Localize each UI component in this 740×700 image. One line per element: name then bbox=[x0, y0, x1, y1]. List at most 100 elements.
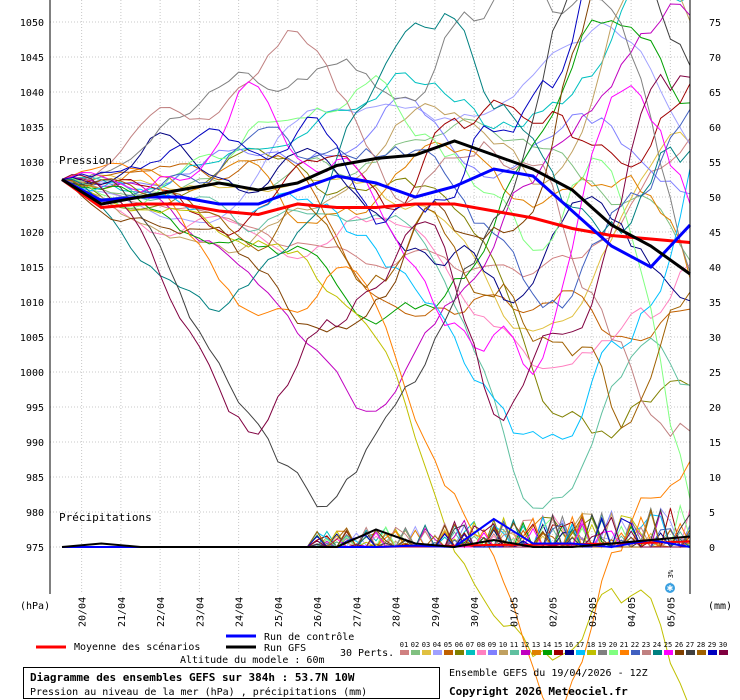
legend-perts-label: 30 Perts. bbox=[340, 648, 394, 659]
y-tick-label: 1045 bbox=[20, 53, 44, 64]
y2-tick-label: 40 bbox=[709, 263, 721, 274]
pert-number-09: 09 bbox=[488, 641, 496, 649]
pert-number-21: 21 bbox=[620, 641, 628, 649]
pert-swatch-04 bbox=[433, 650, 442, 655]
x-tick-label: 23/04 bbox=[195, 597, 206, 627]
pert-number-03: 03 bbox=[422, 641, 430, 649]
legend-mean-label: Moyenne des scénarios bbox=[74, 641, 200, 653]
model-altitude: Altitude du modele : 60m bbox=[180, 655, 325, 666]
pert-number-30: 30 bbox=[719, 641, 727, 649]
pert-number-11: 11 bbox=[510, 641, 518, 649]
pert-swatch-03 bbox=[422, 650, 431, 655]
pert-number-25: 25 bbox=[664, 641, 672, 649]
legend: Moyenne des scénarios Run de contrôle Ru… bbox=[36, 631, 728, 666]
x-tick-label: 24/04 bbox=[235, 597, 246, 627]
y2-tick-label: 5 bbox=[709, 508, 715, 519]
pert-swatch-13 bbox=[532, 650, 541, 655]
pert-swatch-24 bbox=[653, 650, 662, 655]
pert-swatch-27 bbox=[686, 650, 695, 655]
pert-swatch-21 bbox=[620, 650, 629, 655]
pert-legend-swatches: 01 02 03 04 05 06 07 08 09 10 11 12 13 14 15 16 17 18 19 20… bbox=[400, 641, 728, 655]
y2-tick-label: 15 bbox=[709, 438, 721, 449]
pert-number-18: 18 bbox=[587, 641, 595, 649]
pert-swatch-16 bbox=[565, 650, 574, 655]
pert-pressure-line-26 bbox=[61, 0, 591, 333]
pert-swatch-11 bbox=[510, 650, 519, 655]
pert-pressure-line-25 bbox=[61, 81, 691, 376]
x-tick-label: 05/05 bbox=[666, 597, 677, 627]
y-tick-label: 1020 bbox=[20, 228, 44, 239]
y-tick-label: 1025 bbox=[20, 193, 44, 204]
pert-pressure-line-14 bbox=[61, 19, 691, 325]
pert-number-20: 20 bbox=[609, 641, 617, 649]
pert-pressure-line-24 bbox=[61, 12, 691, 313]
x-tick-label: 28/04 bbox=[392, 597, 403, 627]
pert-swatch-19 bbox=[598, 650, 607, 655]
pert-number-10: 10 bbox=[499, 641, 507, 649]
x-tick-label: 22/04 bbox=[156, 597, 167, 627]
y2-tick-label: 10 bbox=[709, 473, 721, 484]
y-tick-label: 1005 bbox=[20, 333, 44, 344]
y-tick-label: 1000 bbox=[20, 368, 44, 379]
pert-swatch-06 bbox=[455, 650, 464, 655]
pert-number-08: 08 bbox=[477, 641, 485, 649]
y-tick-label: 1040 bbox=[20, 88, 44, 99]
pert-pressure-line-20 bbox=[61, 74, 691, 500]
y-tick-label: 990 bbox=[26, 438, 44, 449]
pert-pressure-line-15 bbox=[61, 83, 691, 236]
series-pressure-moyenne-des-sc-narios bbox=[61, 178, 691, 244]
pert-swatch-09 bbox=[488, 650, 497, 655]
pert-number-29: 29 bbox=[708, 641, 716, 649]
pert-swatch-14 bbox=[543, 650, 552, 655]
right-axis-unit: (mm) bbox=[708, 601, 732, 612]
pert-swatch-08 bbox=[477, 650, 486, 655]
y-tick-label: 1050 bbox=[20, 18, 44, 29]
pert-number-04: 04 bbox=[433, 641, 441, 649]
precip-label: Précipitations bbox=[59, 511, 152, 524]
pert-number-23: 23 bbox=[642, 641, 650, 649]
snow-probability-label: 3% bbox=[667, 569, 675, 578]
y-tick-label: 1015 bbox=[20, 263, 44, 274]
pert-pressure-line-03 bbox=[61, 131, 691, 332]
pert-swatch-30 bbox=[719, 650, 728, 655]
pert-pressure-line-16 bbox=[61, 132, 691, 304]
pert-swatch-05 bbox=[444, 650, 453, 655]
y2-tick-label: 55 bbox=[709, 158, 721, 169]
pert-swatch-07 bbox=[466, 650, 475, 655]
pert-pressure-line-19 bbox=[61, 0, 691, 273]
y-tick-label: 995 bbox=[26, 403, 44, 414]
pert-number-12: 12 bbox=[521, 641, 529, 649]
series-pressure-run-gfs bbox=[61, 139, 691, 276]
y2-tick-label: 20 bbox=[709, 403, 721, 414]
main-series bbox=[61, 139, 692, 549]
x-tick-label: 21/04 bbox=[117, 597, 128, 627]
x-tick-label: 03/05 bbox=[588, 597, 599, 627]
pert-pressure-line-13 bbox=[61, 141, 691, 279]
pert-pressure-line-07 bbox=[61, 0, 685, 193]
plot-background bbox=[50, 0, 690, 594]
x-tick-label: 04/05 bbox=[627, 597, 638, 627]
pert-swatch-29 bbox=[708, 650, 717, 655]
pert-pressure-line-29 bbox=[61, 0, 582, 225]
y2-tick-label: 30 bbox=[709, 333, 721, 344]
pert-pressure-line-05 bbox=[61, 154, 691, 342]
legend-control-label: Run de contrôle bbox=[264, 631, 354, 643]
pert-number-05: 05 bbox=[444, 641, 452, 649]
snowflake-icon bbox=[665, 583, 675, 593]
legend-gfs-label: Run GFS bbox=[264, 643, 306, 654]
x-tick-label: 27/04 bbox=[352, 597, 363, 627]
pert-pressure-line-18 bbox=[61, 179, 688, 700]
y2-tick-label: 35 bbox=[709, 298, 721, 309]
left-axis-unit: (hPa) bbox=[20, 601, 50, 612]
run-info: Ensemble GEFS du 19/04/2026 - 12Z bbox=[449, 668, 648, 679]
pert-swatch-20 bbox=[609, 650, 618, 655]
pert-swatch-28 bbox=[697, 650, 706, 655]
copyright: Copyright 2026 Meteociel.fr bbox=[449, 685, 628, 698]
pert-number-07: 07 bbox=[466, 641, 474, 649]
pert-swatch-12 bbox=[521, 650, 530, 655]
pert-number-22: 22 bbox=[631, 641, 639, 649]
series-pressure-run-de-contr-le bbox=[61, 167, 692, 269]
y2-tick-label: 60 bbox=[709, 123, 721, 134]
